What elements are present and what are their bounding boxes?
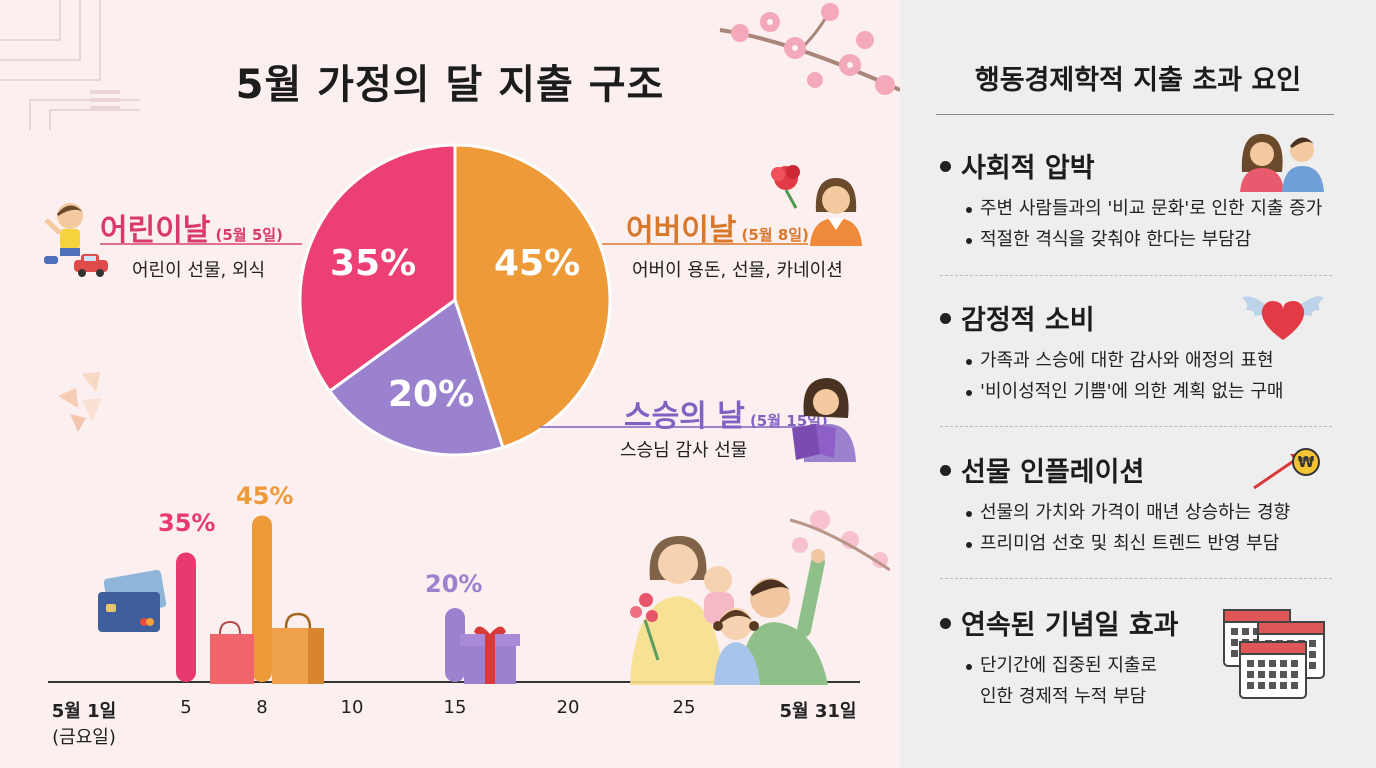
teacher-day-label: 스승의 날 (5월 15일): [624, 391, 828, 435]
decorative-shapes-icon: [58, 372, 102, 432]
children-day-desc: 어린이 선물, 외식: [132, 260, 266, 281]
parents-day-label: 어버이날 (5월 8일): [626, 205, 809, 249]
tick-25: 25: [672, 697, 696, 718]
factor-bullet: 가족과 스승에 대한 감사와 애정의 표현: [966, 345, 1340, 376]
leader-lines: [100, 243, 818, 428]
carnation-icon: [771, 165, 800, 209]
pie-slice-어린이날: [298, 143, 457, 394]
children-day-name: 어린이날: [100, 213, 211, 248]
gossip-people-icon: [1240, 133, 1324, 192]
teacher-day-name: 스승의 날: [624, 399, 745, 434]
tick-8: 8: [256, 697, 268, 718]
pie-slice-스승의 날: [327, 297, 505, 457]
tick-5: 5: [180, 697, 192, 718]
tick-10: 10: [340, 697, 364, 718]
factor-title: 감정적 소비: [961, 305, 1095, 336]
section-divider: [940, 426, 1332, 427]
timeline-start-label: 5월 1일: [51, 701, 117, 722]
section-divider: [940, 578, 1332, 579]
parents-day-date: (5월 8일): [741, 226, 809, 244]
tick-20: 20: [556, 697, 580, 718]
timeline-bar-day-5: [176, 552, 196, 682]
pie-chart: [298, 143, 612, 457]
mother-icon: [810, 178, 862, 246]
pie-label-parents: 45%: [494, 243, 581, 284]
tick-15: 15: [443, 697, 467, 718]
factor-bullet: 단기간에 집중된 지출로: [966, 650, 1340, 681]
factor-gift-inflation: 선물 인플레이션 선물의 가치와 가격이 매년 상승하는 경향 프리미엄 선호 …: [940, 450, 1340, 559]
left-panel: 5월 가정의 달 지출 구조 45% 20% 35%: [0, 0, 900, 748]
bar-label-children: 35%: [158, 509, 216, 537]
factor-bullet-continuation: 인한 경제적 누적 부담: [980, 686, 1147, 707]
corner-pattern-icon: [0, 0, 140, 130]
shopping-bag-icon: [210, 620, 254, 684]
timeline-bar-day-8: [252, 515, 272, 682]
winged-heart-icon: [1242, 296, 1324, 340]
toy-car-icon: [74, 254, 108, 277]
won-coin-icon: ₩: [1292, 448, 1320, 476]
right-panel: 행동경제학적 지출 초과 요인 사회적 압박 주변 사람들과의 '비교 문화'로…: [900, 0, 1376, 768]
calendar-stack-icon: [1223, 609, 1325, 699]
pie-label-teacher: 20%: [388, 374, 475, 415]
timeline-end-label: 5월 31일: [779, 701, 857, 722]
bar-label-parents: 45%: [236, 482, 294, 510]
children-day-label: 어린이날 (5월 5일): [100, 205, 283, 249]
parents-day-name: 어버이날: [626, 213, 737, 248]
gift-box-icon: [460, 626, 520, 684]
parents-day-desc: 어버이 용돈, 선물, 카네이션: [632, 260, 843, 281]
credit-card-icon: [98, 570, 167, 632]
children-day-date: (5월 5일): [215, 226, 283, 244]
cherry-blossom-icon: [719, 3, 900, 95]
factor-bullet: 적절한 격식을 갖춰야 한다는 부담감: [966, 224, 1340, 255]
factor-consecutive-holidays: 연속된 기념일 효과 단기간에 집중된 지출로 인한 경제적 누적 부담: [940, 603, 1340, 712]
shopping-bag-icon: [272, 612, 324, 684]
timeline-start-sub: (금요일): [52, 727, 116, 748]
teacher-icon: [792, 378, 856, 462]
child-icon: [44, 203, 83, 264]
factor-social-pressure: 사회적 압박 주변 사람들과의 '비교 문화'로 인한 지출 증가 적절한 격식…: [940, 146, 1340, 255]
teacher-day-desc: 스승님 감사 선물: [620, 440, 748, 461]
bar-label-teacher: 20%: [425, 570, 483, 598]
factor-bullet: 주변 사람들과의 '비교 문화'로 인한 지출 증가: [966, 193, 1340, 224]
factor-title: 선물 인플레이션: [961, 457, 1145, 488]
factor-bullet: '비이성적인 기쁨'에 의한 계획 없는 구매: [966, 376, 1340, 407]
factor-title: 연속된 기념일 효과: [961, 610, 1179, 641]
won-symbol: ₩: [1297, 453, 1315, 471]
section-divider: [940, 275, 1332, 276]
calendar-icon: [1239, 641, 1307, 699]
pie-slice-어버이날: [453, 143, 612, 450]
right-panel-title: 행동경제학적 지출 초과 요인: [974, 65, 1302, 96]
timeline-bar-day-15: [445, 608, 465, 682]
factor-bullet: 선물의 가치와 가격이 매년 상승하는 경향: [966, 497, 1340, 528]
factor-title: 사회적 압박: [961, 153, 1095, 184]
factor-bullet: 프리미엄 선호 및 최신 트렌드 반영 부담: [966, 528, 1340, 559]
pie-label-children: 35%: [330, 243, 417, 284]
title-underline: [936, 114, 1334, 115]
family-icon: [630, 510, 890, 685]
page-title: 5월 가정의 달 지출 구조: [235, 62, 665, 108]
factor-emotional-spending: 감정적 소비 가족과 스승에 대한 감사와 애정의 표현 '비이성적인 기쁨'에…: [940, 298, 1340, 407]
